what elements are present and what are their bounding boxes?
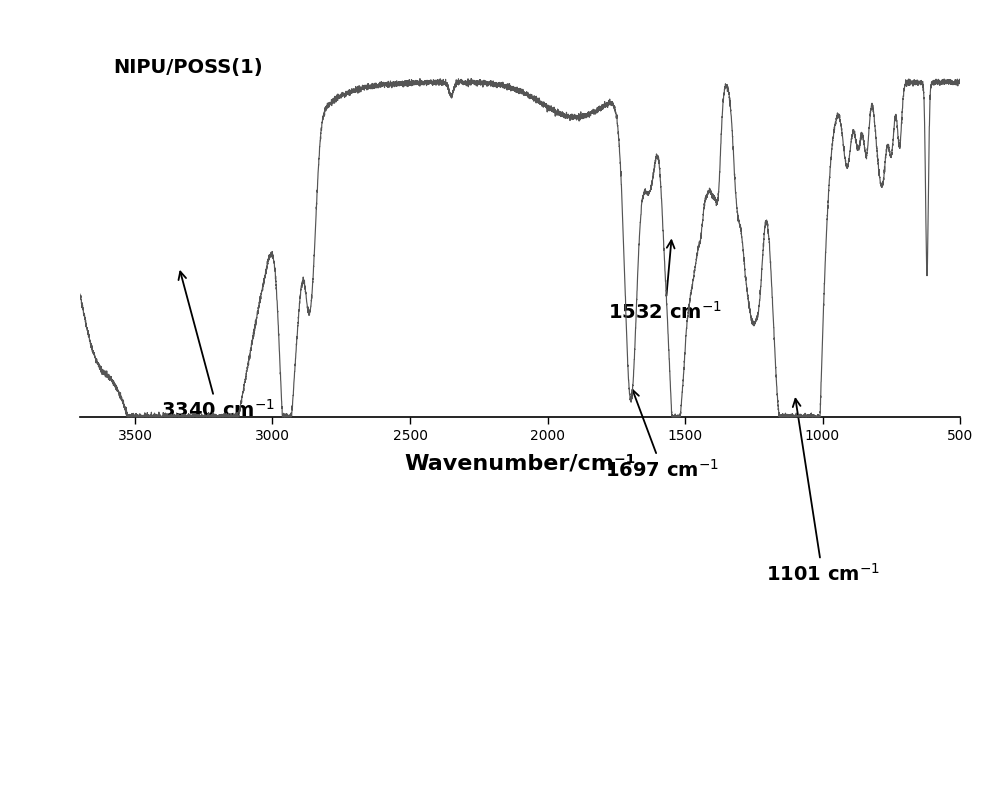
Text: 1101 cm$^{-1}$: 1101 cm$^{-1}$ (766, 399, 879, 585)
Text: 1697 cm$^{-1}$: 1697 cm$^{-1}$ (605, 390, 719, 480)
Text: 3340 cm$^{-1}$: 3340 cm$^{-1}$ (161, 271, 274, 421)
Text: NIPU/POSS(1): NIPU/POSS(1) (113, 58, 263, 77)
Text: 1532 cm$^{-1}$: 1532 cm$^{-1}$ (608, 241, 722, 323)
X-axis label: Wavenumber/cm⁻¹: Wavenumber/cm⁻¹ (404, 454, 636, 474)
